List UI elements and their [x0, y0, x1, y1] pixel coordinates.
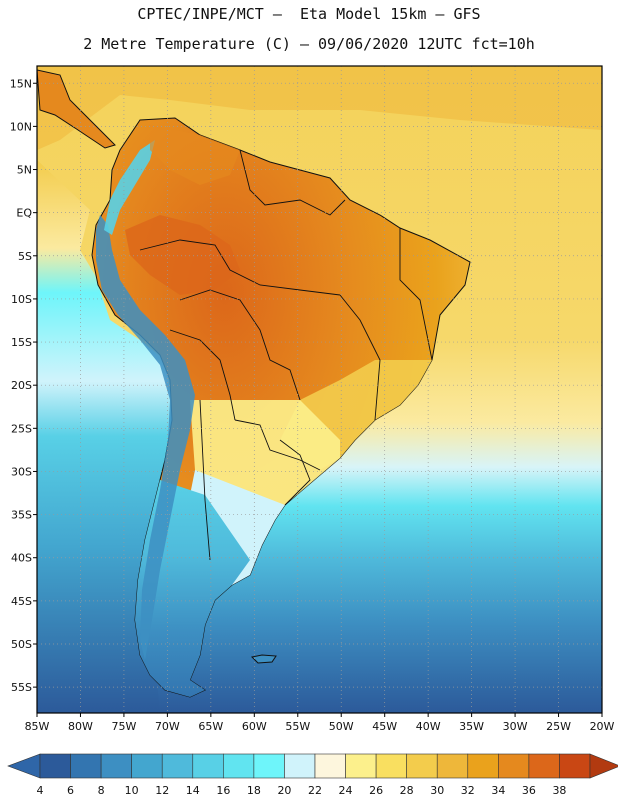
lon-label: 55W [285, 720, 310, 733]
lat-label: 55S [11, 681, 32, 694]
colorbar-label: 38 [552, 784, 566, 797]
latitude-axis: 15N 10N 5N EQ 5S 10S 15S 20S 25S 30S 35S 40S 45S 50S 5… [10, 77, 37, 694]
colorbar-swatch [253, 753, 285, 779]
central-america [37, 69, 116, 149]
lat-label: 50S [11, 638, 32, 651]
colorbar-swatch [100, 753, 132, 779]
colorbar-swatch [39, 753, 71, 779]
colorbar-swatch [161, 753, 194, 779]
colorbar-swatch [70, 753, 102, 779]
lat-label: 35S [11, 509, 32, 522]
colorbar-label: 18 [247, 784, 261, 797]
colorbar-swatch [284, 753, 316, 779]
chart-subtitle: 2 Metre Temperature (C) – 09/06/2020 12U… [83, 35, 535, 53]
colorbar-label: 8 [98, 784, 105, 797]
colorbar-swatch [559, 753, 591, 779]
colorbar-label: 32 [461, 784, 475, 797]
lon-label: 35W [459, 720, 484, 733]
colorbar-low-arrow [7, 753, 41, 779]
colorbar-swatch [406, 753, 438, 779]
colorbar-swatch [131, 753, 163, 779]
venezuela-warm-field [150, 125, 240, 185]
colorbar-label: 14 [186, 784, 200, 797]
country-borders [139, 149, 433, 561]
colorbar-high-arrow [589, 753, 618, 779]
lon-label: 80W [68, 720, 93, 733]
colorbar-swatch [467, 753, 499, 779]
colorbar-swatch [436, 753, 469, 779]
lon-label: 45W [372, 720, 397, 733]
caribbean-warm-field [37, 66, 602, 150]
lat-label: 15S [11, 336, 32, 349]
falkland-islands [250, 654, 277, 664]
colorbar-label: 22 [308, 784, 322, 797]
lat-label: 5S [18, 250, 32, 263]
lat-label: 5N [17, 164, 32, 177]
lon-label: 30W [503, 720, 528, 733]
colorbar-label: 10 [125, 784, 139, 797]
lon-label: 85W [25, 720, 50, 733]
lat-label: 10N [10, 120, 32, 133]
colorbar-swatch [375, 753, 407, 779]
colorbar-label: 6 [67, 784, 74, 797]
colorbar-label: 12 [155, 784, 169, 797]
lon-label: 60W [242, 720, 267, 733]
longitude-axis: 85W 80W 75W 70W 65W 60W 55W 50W 45W 40W 35W 30W 25W 2… [25, 713, 615, 733]
colorbar-swatch [345, 753, 377, 779]
lon-label: 75W [111, 720, 136, 733]
lat-label: 45S [11, 595, 32, 608]
lon-label: 65W [198, 720, 223, 733]
amazon-hot-core [125, 215, 240, 295]
colorbar-label: 20 [277, 784, 291, 797]
andes-north-ridge [104, 140, 155, 235]
colorbar-swatch [528, 753, 560, 779]
colorbar-swatch [223, 753, 255, 779]
chart-title: CPTEC/INPE/MCT – Eta Model 15km – GFS [137, 5, 481, 23]
colorbar-label: 28 [400, 784, 414, 797]
andes-cold-ridge [96, 215, 195, 660]
colorbar-label: 36 [522, 784, 536, 797]
lon-label: 70W [155, 720, 180, 733]
lon-label: 40W [416, 720, 441, 733]
colorbar-label: 4 [37, 784, 44, 797]
colorbar-label: 24 [339, 784, 353, 797]
lon-label: 50W [329, 720, 354, 733]
colorbar-swatch [498, 753, 530, 779]
map-frame [36, 65, 603, 714]
lat-label: 20S [11, 379, 32, 392]
lat-label: 10S [11, 293, 32, 306]
colorbar-swatch [192, 753, 224, 779]
lon-label: 20W [590, 720, 615, 733]
lat-label: 40S [11, 552, 32, 565]
lat-label: EQ [16, 207, 32, 220]
colorbar-label: 34 [491, 784, 505, 797]
lat-label: 30S [11, 465, 32, 478]
colorbar-swatch [314, 753, 346, 779]
colorbar-label: 30 [430, 784, 444, 797]
colorbar-label: 26 [369, 784, 383, 797]
lat-label: 15N [10, 77, 32, 90]
lon-label: 25W [546, 720, 571, 733]
colorbar-label: 16 [216, 784, 230, 797]
lat-label: 25S [11, 422, 32, 435]
